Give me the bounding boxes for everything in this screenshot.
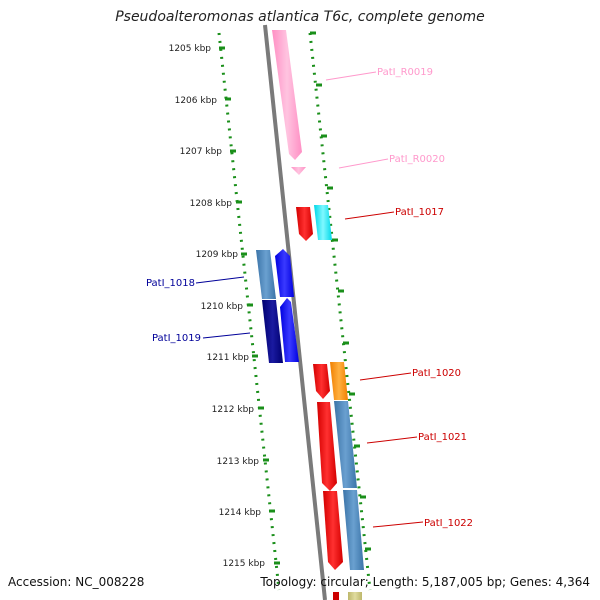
feature-patl-1022[interactable] xyxy=(323,491,343,570)
feature-cyan-gene[interactable] xyxy=(314,205,332,240)
tick-label: 1213 kbp xyxy=(217,457,260,467)
tick-label: 1214 kbp xyxy=(219,508,262,518)
feature-patl-1018[interactable] xyxy=(256,250,276,299)
label-patl-1022[interactable]: PatI_1022 xyxy=(424,518,473,529)
feature-blue-gene-b[interactable] xyxy=(280,298,299,362)
label-patl-1020[interactable]: PatI_1020 xyxy=(412,368,461,379)
feature-stub-khaki xyxy=(348,592,362,600)
left-dotted-track xyxy=(217,32,281,591)
tick-label: 1205 kbp xyxy=(169,44,212,54)
accession-text: Accession: NC_008228 xyxy=(8,575,145,589)
feature-stub-red xyxy=(333,592,339,600)
feature-patl-1019[interactable] xyxy=(262,300,283,363)
feature-patl-1017[interactable] xyxy=(296,207,313,241)
tick-label: 1215 kbp xyxy=(223,559,266,569)
feature-patl-1020[interactable] xyxy=(313,364,330,399)
genome-stats-text: Topology: circular; Length: 5,187,005 bp… xyxy=(260,575,590,589)
feature-patl-r0019[interactable] xyxy=(272,30,302,160)
tick-label: 1208 kbp xyxy=(190,199,233,209)
label-patl-r0020[interactable]: PatI_R0020 xyxy=(389,154,445,165)
genome-backbone xyxy=(263,24,327,600)
feature-patl-1021-red[interactable] xyxy=(317,402,337,491)
label-patl-1017[interactable]: PatI_1017 xyxy=(395,207,444,218)
feature-patl-1022-blue[interactable] xyxy=(343,490,364,570)
feature-patl-r0020[interactable] xyxy=(291,167,306,175)
tick-label: 1207 kbp xyxy=(180,147,223,157)
tick-label: 1212 kbp xyxy=(212,405,255,415)
feature-blue-gene-a[interactable] xyxy=(275,249,294,297)
label-patl-1018[interactable]: PatI_1018 xyxy=(146,278,195,289)
label-leaders xyxy=(195,71,424,528)
tick-label: 1210 kbp xyxy=(201,302,244,312)
feature-orange-gene[interactable] xyxy=(330,362,348,400)
tick-label: 1206 kbp xyxy=(175,96,218,106)
scale-tick-labels: 1205 kbp 1206 kbp 1207 kbp 1208 kbp 1209… xyxy=(169,44,266,569)
label-patl-r0019[interactable]: PatI_R0019 xyxy=(377,67,433,78)
tick-label: 1209 kbp xyxy=(196,250,239,260)
scale-tick-marks xyxy=(219,31,371,565)
right-dotted-track xyxy=(308,32,372,591)
tick-label: 1211 kbp xyxy=(207,353,250,363)
feature-patl-1021[interactable] xyxy=(334,401,357,488)
map-title: Pseudoalteromonas atlantica T6c, complet… xyxy=(115,9,485,25)
label-patl-1021[interactable]: PatI_1021 xyxy=(418,432,467,443)
label-patl-1019[interactable]: PatI_1019 xyxy=(152,333,201,344)
